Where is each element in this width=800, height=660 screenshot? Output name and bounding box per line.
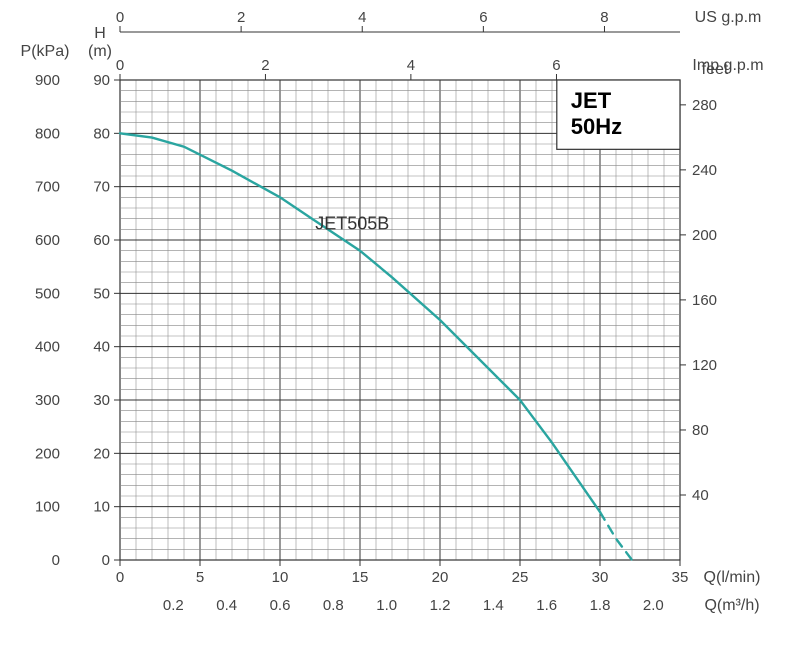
svg-text:0.4: 0.4 (216, 597, 237, 614)
svg-text:20: 20 (93, 445, 110, 462)
svg-text:0.2: 0.2 (163, 597, 184, 614)
svg-text:300: 300 (35, 392, 60, 409)
svg-text:700: 700 (35, 179, 60, 196)
svg-text:JET: JET (571, 88, 612, 113)
svg-text:80: 80 (93, 125, 110, 142)
svg-text:50Hz: 50Hz (571, 114, 622, 139)
svg-text:0: 0 (102, 552, 110, 569)
svg-text:240: 240 (692, 162, 717, 179)
svg-text:200: 200 (35, 445, 60, 462)
svg-text:2: 2 (237, 9, 245, 26)
svg-text:50: 50 (93, 285, 110, 302)
svg-text:600: 600 (35, 232, 60, 249)
chart-svg: 05101520253035Q(l/min)0.20.40.60.81.01.2… (0, 0, 800, 660)
svg-text:20: 20 (432, 569, 449, 586)
svg-text:Q(l/min): Q(l/min) (704, 569, 761, 586)
svg-text:400: 400 (35, 339, 60, 356)
svg-text:30: 30 (592, 569, 609, 586)
svg-text:4: 4 (407, 57, 415, 74)
svg-text:8: 8 (600, 9, 608, 26)
svg-text:800: 800 (35, 125, 60, 142)
svg-text:0: 0 (116, 569, 124, 586)
svg-text:0: 0 (52, 552, 60, 569)
svg-text:120: 120 (692, 357, 717, 374)
svg-text:30: 30 (93, 392, 110, 409)
svg-text:US g.p.m: US g.p.m (695, 9, 762, 26)
svg-text:0.8: 0.8 (323, 597, 344, 614)
svg-text:90: 90 (93, 72, 110, 89)
svg-text:280: 280 (692, 97, 717, 114)
svg-text:P(kPa): P(kPa) (21, 43, 70, 60)
svg-text:2.0: 2.0 (643, 597, 664, 614)
svg-text:35: 35 (672, 569, 689, 586)
svg-text:70: 70 (93, 179, 110, 196)
svg-text:500: 500 (35, 285, 60, 302)
svg-text:100: 100 (35, 499, 60, 516)
svg-text:(m): (m) (88, 43, 112, 60)
svg-text:H: H (94, 25, 106, 42)
svg-text:Q(m³/h): Q(m³/h) (704, 597, 759, 614)
svg-text:10: 10 (93, 499, 110, 516)
svg-text:200: 200 (692, 227, 717, 244)
svg-text:25: 25 (512, 569, 529, 586)
svg-text:1.0: 1.0 (376, 597, 397, 614)
svg-text:900: 900 (35, 72, 60, 89)
svg-text:1.8: 1.8 (590, 597, 611, 614)
svg-text:5: 5 (196, 569, 204, 586)
svg-text:60: 60 (93, 232, 110, 249)
svg-text:0: 0 (116, 57, 124, 74)
svg-text:1.4: 1.4 (483, 597, 504, 614)
svg-text:1.2: 1.2 (430, 597, 451, 614)
svg-text:2: 2 (261, 57, 269, 74)
svg-text:40: 40 (692, 487, 709, 504)
svg-text:6: 6 (479, 9, 487, 26)
svg-text:1.6: 1.6 (536, 597, 557, 614)
svg-text:6: 6 (552, 57, 560, 74)
svg-text:0.6: 0.6 (270, 597, 291, 614)
svg-text:40: 40 (93, 339, 110, 356)
svg-text:160: 160 (692, 292, 717, 309)
svg-text:10: 10 (272, 569, 289, 586)
svg-text:4: 4 (358, 9, 366, 26)
svg-text:15: 15 (352, 569, 369, 586)
svg-text:JET505B: JET505B (315, 213, 389, 233)
pump-curve-chart: 05101520253035Q(l/min)0.20.40.60.81.01.2… (0, 0, 800, 660)
svg-text:Imp g.p.m: Imp g.p.m (692, 57, 763, 74)
svg-text:0: 0 (116, 9, 124, 26)
svg-text:80: 80 (692, 422, 709, 439)
